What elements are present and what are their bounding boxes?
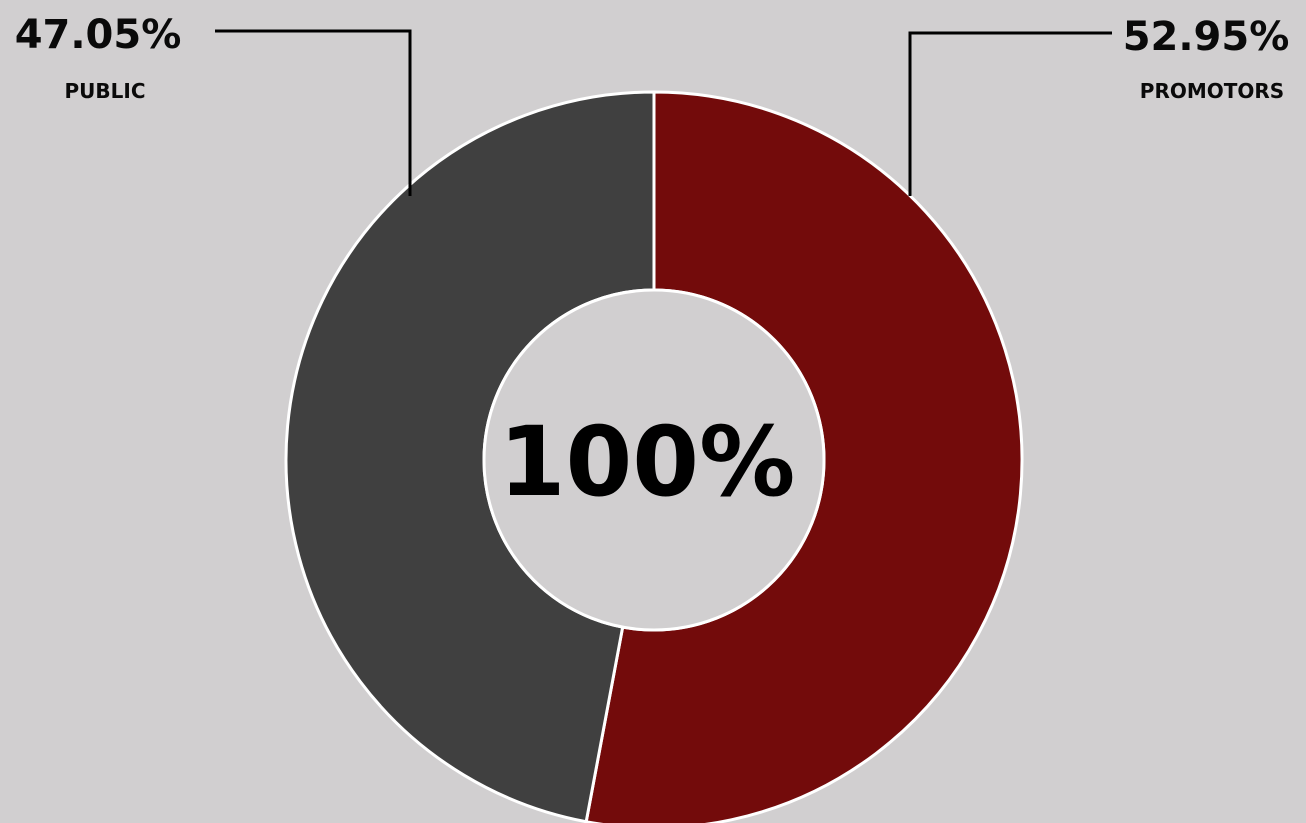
leader-line-promotors (908, 31, 1112, 196)
donut-hole (482, 288, 826, 632)
value-label-promotors: 52.95% (1123, 14, 1290, 60)
donut-slices (284, 90, 1024, 823)
value-label-public: 47.05% (15, 12, 182, 58)
leader-line-public (215, 29, 412, 196)
center-total-label: 100% (499, 406, 796, 518)
category-label-promotors: PROMOTORS (1140, 79, 1284, 103)
category-label-public: PUBLIC (64, 79, 145, 103)
